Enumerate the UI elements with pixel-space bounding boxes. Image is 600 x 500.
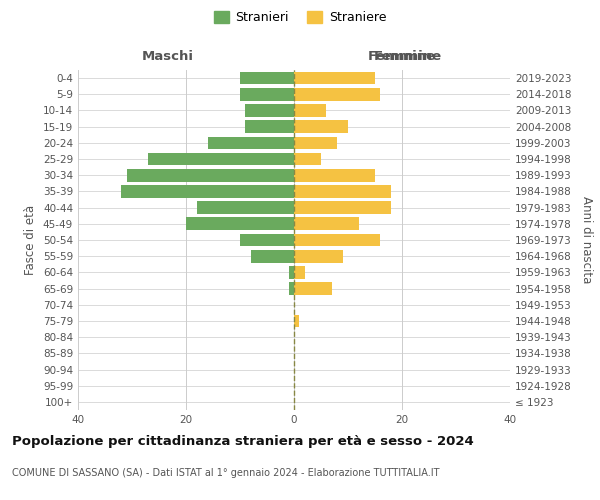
Bar [294,72,375,85]
Bar [289,266,294,278]
Bar [121,185,294,198]
Text: Popolazione per cittadinanza straniera per età e sesso - 2024: Popolazione per cittadinanza straniera p… [12,435,474,448]
Bar [251,250,294,262]
Bar [294,202,391,214]
Text: Maschi: Maschi [142,50,194,62]
Y-axis label: Anni di nascita: Anni di nascita [580,196,593,284]
Bar [208,136,294,149]
Bar [294,120,348,133]
Bar [294,136,337,149]
Bar [240,72,294,85]
Bar [240,234,294,246]
Bar [186,218,294,230]
Bar [294,314,299,328]
Bar [197,202,294,214]
Y-axis label: Fasce di età: Fasce di età [25,205,37,275]
Bar [294,266,305,278]
Bar [245,104,294,117]
Bar [294,104,326,117]
Bar [148,152,294,166]
Bar [294,250,343,262]
Bar [127,169,294,181]
Bar [294,234,380,246]
Bar [294,185,391,198]
Text: Femmine: Femmine [374,50,442,62]
Bar [294,282,332,295]
Bar [294,152,321,166]
Bar [294,88,380,101]
Legend: Stranieri, Straniere: Stranieri, Straniere [214,11,386,24]
Bar [294,169,375,181]
Bar [245,120,294,133]
Bar [240,88,294,101]
Bar [294,218,359,230]
Text: COMUNE DI SASSANO (SA) - Dati ISTAT al 1° gennaio 2024 - Elaborazione TUTTITALIA: COMUNE DI SASSANO (SA) - Dati ISTAT al 1… [12,468,439,477]
Bar [289,282,294,295]
Text: Femmine: Femmine [368,50,436,63]
